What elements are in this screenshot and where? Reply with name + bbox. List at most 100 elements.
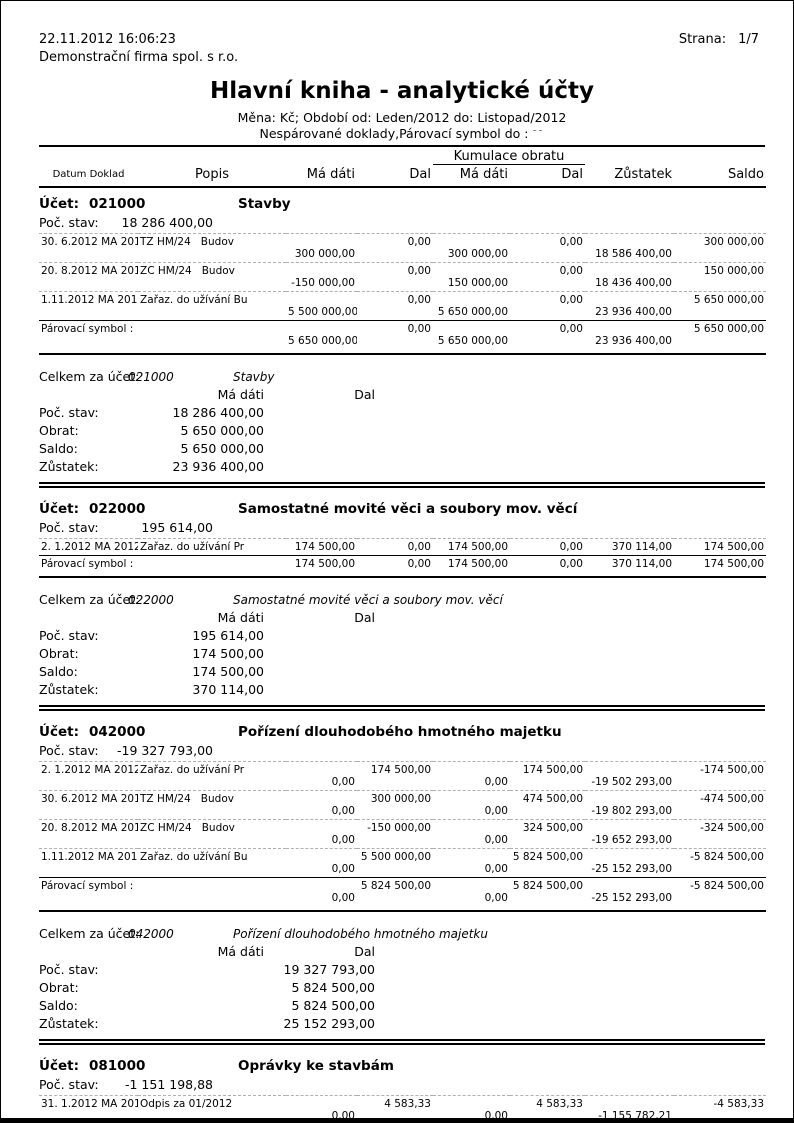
cell-dal (357, 805, 433, 820)
cell-kum-dal: 324 500,00 (522, 822, 583, 834)
cell-dal (357, 248, 433, 263)
header-rule (39, 145, 765, 147)
cell-kum-dal (510, 335, 585, 354)
cell-kum-ma-dati (433, 849, 510, 864)
cell-date: 2. 1.2012 MA 2012/1 (41, 541, 138, 553)
cell-empty (39, 892, 286, 911)
cell-saldo (674, 335, 766, 354)
cell-kum-dal: 474 500,00 (522, 793, 583, 805)
page-label: Strana: (678, 32, 727, 47)
cell-kum-dal (510, 863, 585, 878)
cell-saldo: -4 583,33 (713, 1098, 764, 1110)
cell-ma-dati: 300 000,00 (294, 248, 355, 260)
cell-saldo (674, 863, 766, 878)
opening-balance-row: Poč. stav: 195 614,00 (39, 520, 765, 538)
cell-saldo: 174 500,00 (703, 558, 764, 570)
cell-saldo: 300 000,00 (703, 236, 764, 248)
cell-ma-dati: 0,00 (331, 834, 355, 846)
cell-dal: 174 500,00 (370, 764, 431, 776)
opening-balance-value: 18 286 400,00 (121, 215, 213, 230)
column-header-kum-dal: Dal (561, 167, 584, 182)
opening-balance-label: Poč. stav: (39, 215, 99, 230)
opening-balance-label: Poč. stav: (39, 1077, 99, 1092)
cell-kum-ma-dati: 150 000,00 (447, 277, 508, 289)
summary-title-row: Celkem za účet: 021000 Stavby (39, 368, 765, 386)
cell-ma-dati (286, 263, 357, 278)
cell-kum-dal: 0,00 (559, 294, 583, 306)
cell-zustatek: -25 152 293,00 (591, 892, 672, 904)
cell-zustatek: 18 436 400,00 (595, 277, 672, 289)
cell-saldo (674, 277, 766, 292)
opening-balance-value: -19 327 793,00 (117, 743, 213, 758)
account-header: Účet: 081000 Oprávky ke stavbám (39, 1058, 765, 1077)
page-number: 1/7 (738, 32, 759, 47)
cell-saldo: 150 000,00 (703, 265, 764, 277)
cell-kum-dal: 5 824 500,00 (512, 880, 583, 892)
account-name: Oprávky ke stavbám (238, 1058, 394, 1074)
cell-date: 30. 6.2012 MA 2012/8 (41, 236, 138, 248)
cell-kum-ma-dati: 174 500,00 (447, 541, 508, 553)
summary-columns-row: Má dáti Dal (39, 386, 765, 404)
page-indicator: Strana: 1/7 (679, 31, 765, 49)
account-number: 021000 (89, 196, 146, 212)
subtitle-filter-marks: ˉˉ (532, 129, 545, 138)
table-row: 30. 6.2012 MA 2012/8TZ HM/24 Budov 0,00 0,… (39, 234, 766, 263)
cell-dal (357, 277, 433, 292)
cell-dal: 5 500 000,00 (360, 851, 431, 863)
report-subtitle-period: Měna: Kč; Období od: Leden/2012 do: List… (237, 110, 567, 125)
pairing-symbol-label: Párovací symbol : (41, 323, 134, 335)
account-summary: Celkem za účet: 022000 Samostatné movité… (39, 591, 765, 711)
summary-row: Poč. stav: 18 286 400,00 (39, 404, 765, 422)
cell-popis: Zařaz. do užívání Pr (140, 541, 245, 553)
ledger-table: 30. 6.2012 MA 2012/8TZ HM/24 Budov 0,00 0,… (39, 233, 766, 355)
cell-zustatek (585, 263, 674, 278)
cell-saldo (674, 306, 766, 321)
summary-dal-value: 25 152 293,00 (283, 1016, 375, 1031)
cell-kum-dal (510, 776, 585, 791)
cell-kum-dal: 5 824 500,00 (512, 851, 583, 863)
opening-balance-label: Poč. stav: (39, 520, 99, 535)
cell-zustatek: -25 152 293,00 (591, 863, 672, 875)
summary-row: Poč. stav: 19 327 793,00 (39, 961, 765, 979)
cell-zustatek (585, 762, 674, 777)
cell-kum-ma-dati: 0,00 (484, 776, 508, 788)
summary-columns-row: Má dáti Dal (39, 609, 765, 627)
cell-popis: TZ HM/24 Budov (140, 793, 234, 805)
cell-zustatek: 23 936 400,00 (595, 335, 672, 347)
subtitle-filter-text: Nespárované doklady,Párovací symbol do : (259, 126, 529, 141)
summary-ma-value: 174 500,00 (192, 646, 264, 661)
cell-popis (138, 805, 286, 820)
cell-saldo: -174 500,00 (700, 764, 764, 776)
cell-kum-dal: 0,00 (559, 265, 583, 277)
summary-row: Poč. stav: 195 614,00 (39, 627, 765, 645)
summary-label: Celkem za účet: (39, 926, 140, 941)
cell-zustatek (585, 791, 674, 806)
cell-kum-ma-dati: 0,00 (484, 805, 508, 817)
summary-row-label: Saldo: (39, 441, 78, 456)
cell-zustatek: 18 586 400,00 (595, 248, 672, 260)
cell-kum-dal: 0,00 (559, 236, 583, 248)
cell-kum-ma-dati (433, 321, 510, 336)
summary-row: Saldo: 174 500,00 (39, 663, 765, 681)
cell-popis (138, 776, 286, 791)
cell-date (39, 805, 138, 820)
summary-ma-value: 370 114,00 (192, 682, 264, 697)
ledger-table: 31. 1.2012 MA 2012/3Odpis za 01/2012 4 58… (39, 1095, 766, 1122)
cell-kum-dal: 0,00 (559, 323, 583, 335)
summary-col-ma-dati: Má dáti (217, 944, 264, 959)
account-number: 081000 (89, 1058, 146, 1074)
account-section-081000: Účet: 081000 Oprávky ke stavbám Poč. sta… (39, 1058, 766, 1122)
cell-ma-dati: -150 000,00 (291, 277, 355, 289)
account-label: Účet: (39, 501, 79, 517)
cell-kum-ma-dati: 0,00 (484, 863, 508, 875)
cell-dal: 0,00 (407, 236, 431, 248)
cell-popis (138, 834, 286, 849)
summary-columns-row: Má dáti Dal (39, 943, 765, 961)
summary-title-row: Celkem za účet: 042000 Pořízení dlouhodo… (39, 925, 765, 943)
summary-col-dal: Dal (354, 944, 375, 959)
summary-account-name: Stavby (233, 370, 275, 384)
summary-row-label: Obrat: (39, 646, 79, 661)
opening-balance-value: 195 614,00 (141, 520, 213, 535)
cell-dal: 5 824 500,00 (360, 880, 431, 892)
cell-zustatek (585, 849, 674, 864)
